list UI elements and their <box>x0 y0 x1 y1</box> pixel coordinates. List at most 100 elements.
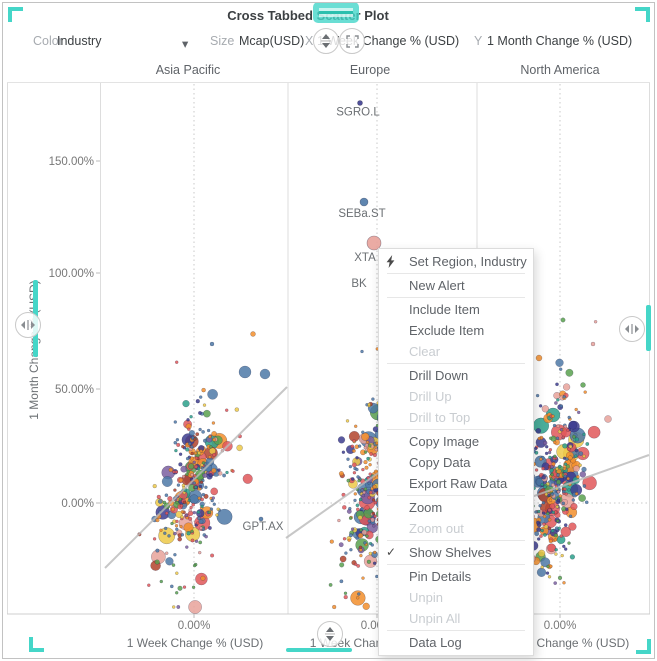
color-shelf-value[interactable]: Industry <box>57 34 102 48</box>
drag-handle-icon[interactable] <box>313 2 359 23</box>
left-pane-handle-button[interactable] <box>15 312 41 338</box>
svg-text:1 Week Change % (USD): 1 Week Change % (USD) <box>127 636 264 650</box>
menu-item-icon <box>386 299 404 320</box>
menu-separator <box>387 630 525 631</box>
bottom-stepper-button[interactable] <box>317 621 343 647</box>
menu-item-label: Zoom out <box>409 521 464 536</box>
menu-item-copy-data[interactable]: Copy Data <box>379 452 533 473</box>
menu-item-icon <box>386 275 404 296</box>
y-shelf-label: Y <box>474 34 483 48</box>
horizontal-resize-icon <box>625 324 639 334</box>
menu-item-icon <box>386 431 404 452</box>
svg-text:XTA: XTA <box>354 252 376 264</box>
menu-item-exclude-item[interactable]: Exclude Item <box>379 320 533 341</box>
context-menu: Set Region, Industry New Alert Include Ite… <box>378 248 534 656</box>
menu-separator <box>387 429 525 430</box>
facet-header-europe[interactable]: Europe <box>349 63 391 77</box>
stepper-arrows-icon <box>321 34 331 48</box>
menu-item-clear: Clear <box>379 341 533 362</box>
svg-text:0.00%: 0.00% <box>61 498 94 510</box>
selection-corner-bottom-right <box>636 639 651 654</box>
stepper-arrows-icon <box>325 627 335 641</box>
menu-item-show-shelves[interactable]: ✓ Show Shelves <box>379 542 533 563</box>
row-stepper-button[interactable] <box>313 28 339 54</box>
lightning-icon <box>386 251 404 272</box>
size-shelf-value[interactable]: Mcap(USD) <box>239 34 305 48</box>
y-shelf-value[interactable]: 1 Month Change % (USD) <box>487 34 633 48</box>
svg-text:100.00%: 100.00% <box>49 268 94 280</box>
menu-item-icon <box>386 452 404 473</box>
menu-item-icon <box>386 320 404 341</box>
menu-item-label: Drill to Top <box>409 410 471 425</box>
menu-item-set-region-industry[interactable]: Set Region, Industry <box>379 251 533 272</box>
menu-item-icon <box>386 473 404 494</box>
drag-handle-line <box>319 11 353 14</box>
menu-item-label: Unpin All <box>409 611 461 626</box>
menu-item-icon <box>386 386 404 407</box>
menu-item-label: Drill Down <box>409 368 469 383</box>
menu-item-label: Copy Image <box>409 434 480 449</box>
svg-text:GPT.AX: GPT.AX <box>243 521 284 533</box>
right-resize-bar[interactable] <box>646 305 651 351</box>
menu-item-label: Show Shelves <box>409 545 492 560</box>
menu-separator <box>387 297 525 298</box>
selection-corner-bottom-left <box>29 637 44 652</box>
menu-separator <box>387 495 525 496</box>
menu-separator <box>387 540 525 541</box>
menu-item-zoom[interactable]: Zoom <box>379 497 533 518</box>
scatter-plot[interactable]: 150.00%100.00%50.00%0.00%1 Month Change … <box>7 82 650 655</box>
menu-item-icon <box>386 407 404 428</box>
menu-item-drill-to-top: Drill to Top <box>379 407 533 428</box>
menu-item-drill-up: Drill Up <box>379 386 533 407</box>
menu-item-new-alert[interactable]: New Alert <box>379 275 533 296</box>
menu-separator <box>387 564 525 565</box>
chart-title: Cross Tabbed Scatter Plot <box>227 8 389 23</box>
menu-item-drill-down[interactable]: Drill Down <box>379 365 533 386</box>
menu-separator <box>387 363 525 364</box>
menu-item-zoom-out: Zoom out <box>379 518 533 539</box>
svg-text:150.00%: 150.00% <box>49 156 94 168</box>
color-shelf-label: Color <box>33 34 63 48</box>
menu-item-label: Set Region, Industry <box>409 254 527 269</box>
menu-item-include-item[interactable]: Include Item <box>379 299 533 320</box>
menu-item-unpin-all: Unpin All <box>379 608 533 629</box>
checkmark-icon: ✓ <box>386 545 397 559</box>
menu-item-label: Drill Up <box>409 389 452 404</box>
menu-item-unpin: Unpin <box>379 587 533 608</box>
menu-item-export-raw-data[interactable]: Export Raw Data <box>379 473 533 494</box>
bottom-resize-bar[interactable] <box>286 648 352 652</box>
menu-separator <box>387 273 525 274</box>
menu-item-label: Export Raw Data <box>409 476 508 491</box>
menu-item-icon <box>386 365 404 386</box>
menu-item-icon <box>386 497 404 518</box>
chevron-down-icon[interactable]: ▾ <box>182 37 189 51</box>
x-shelf-label: X <box>305 34 314 48</box>
menu-item-label: Pin Details <box>409 569 472 584</box>
svg-text:0.00%: 0.00% <box>178 620 211 632</box>
svg-text:SEBa.ST: SEBa.ST <box>338 208 385 220</box>
menu-item-label: Unpin <box>409 590 443 605</box>
menu-item-label: Data Log <box>409 635 462 650</box>
menu-item-icon <box>386 608 404 629</box>
svg-text:50.00%: 50.00% <box>55 384 94 396</box>
menu-item-icon <box>386 518 404 539</box>
menu-item-pin-details[interactable]: Pin Details <box>379 566 533 587</box>
right-pane-handle-button[interactable] <box>619 316 645 342</box>
menu-item-label: New Alert <box>409 278 465 293</box>
maximize-button[interactable] <box>339 28 365 54</box>
size-shelf-label: Size <box>210 34 235 48</box>
menu-item-copy-image[interactable]: Copy Image <box>379 431 533 452</box>
svg-text:SGRO.L: SGRO.L <box>336 107 380 119</box>
expand-icon <box>345 34 359 48</box>
menu-item-icon <box>386 587 404 608</box>
menu-item-icon <box>386 566 404 587</box>
horizontal-resize-icon <box>21 320 35 330</box>
facet-header-asia-pacific[interactable]: Asia Pacific <box>155 63 221 77</box>
menu-item-data-log[interactable]: Data Log <box>379 632 533 653</box>
menu-item-label: Clear <box>409 344 441 359</box>
svg-text:BK: BK <box>351 278 367 290</box>
svg-text:0.00%: 0.00% <box>544 620 577 632</box>
menu-item-label: Include Item <box>409 302 480 317</box>
facet-header-north-america[interactable]: North America <box>520 63 600 77</box>
